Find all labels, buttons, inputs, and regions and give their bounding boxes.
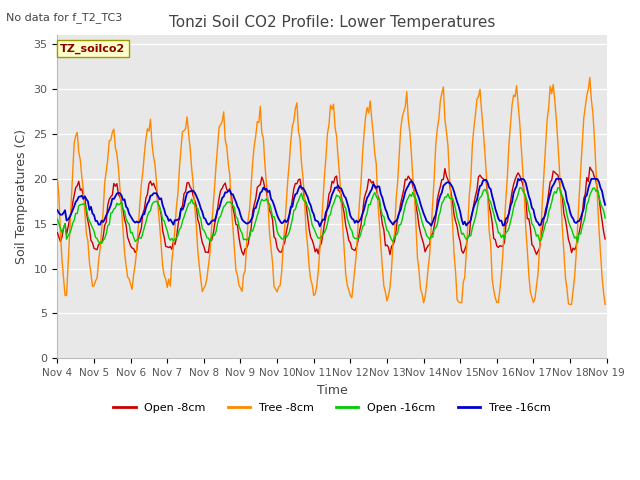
Text: TZ_soilco2: TZ_soilco2 — [60, 43, 125, 54]
Title: Tonzi Soil CO2 Profile: Lower Temperatures: Tonzi Soil CO2 Profile: Lower Temperatur… — [169, 15, 495, 30]
X-axis label: Time: Time — [317, 384, 348, 396]
Legend: Open -8cm, Tree -8cm, Open -16cm, Tree -16cm: Open -8cm, Tree -8cm, Open -16cm, Tree -… — [109, 398, 555, 417]
Y-axis label: Soil Temperatures (C): Soil Temperatures (C) — [15, 129, 28, 264]
Text: No data for f_T2_TC3: No data for f_T2_TC3 — [6, 12, 123, 23]
